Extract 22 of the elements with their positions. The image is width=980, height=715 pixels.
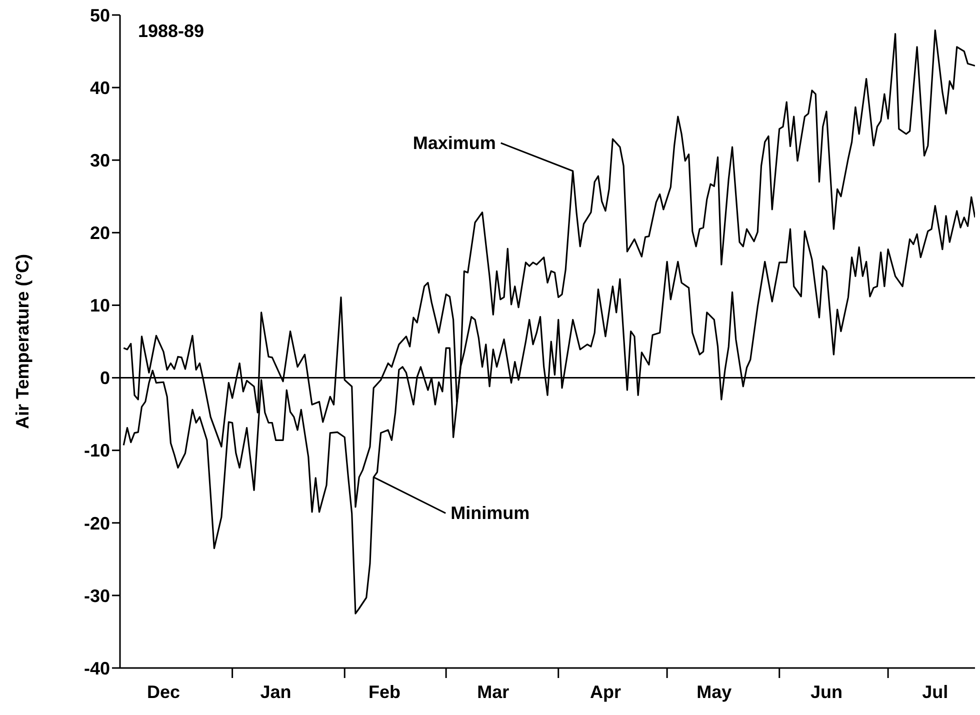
y-tick-label: -40	[84, 658, 110, 678]
x-tick-label: Jan	[260, 682, 292, 702]
y-tick-label: -10	[84, 440, 110, 461]
y-axis-title: Air Temperature (°C)	[12, 254, 32, 429]
y-tick-label: 0	[100, 368, 110, 388]
y-tick-label: -30	[84, 586, 110, 606]
x-tick-label: Feb	[368, 682, 400, 702]
annotation: 1988-89	[138, 21, 204, 41]
y-tick-label: 10	[90, 296, 110, 316]
y-tick-label: 50	[90, 5, 110, 26]
x-tick-label: Mar	[477, 682, 510, 702]
annotation: Maximum	[412, 132, 496, 153]
y-tick-label: 20	[90, 223, 110, 244]
y-tick-label: 40	[90, 78, 110, 98]
x-tick-label: Jun	[810, 682, 842, 702]
x-tick-label: Jul	[922, 682, 948, 702]
x-tick-label: May	[696, 682, 732, 702]
x-tick-label: Apr	[590, 682, 621, 702]
x-tick-label: Dec	[146, 682, 180, 702]
y-tick-label: -20	[84, 513, 110, 534]
annotation: Minimum	[450, 503, 530, 524]
y-tick-label: 30	[90, 150, 110, 170]
